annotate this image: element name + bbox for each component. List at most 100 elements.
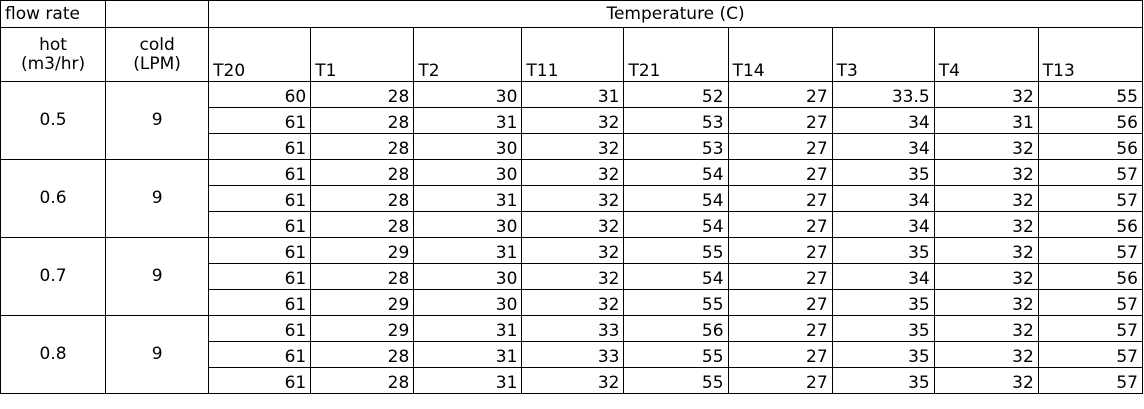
- temperature-cell: 35: [831, 367, 935, 394]
- temperature-cell: 54: [623, 263, 729, 290]
- column-header-t21: T21: [623, 27, 729, 82]
- temperature-cell: 35: [831, 341, 935, 368]
- temperature-cell: 55: [623, 237, 729, 264]
- temperature-cell: 53: [623, 107, 729, 134]
- column-header-t3: T3: [831, 27, 935, 82]
- temperature-cell: 28: [310, 107, 415, 134]
- hot-flow-cell: 0.5: [0, 81, 107, 160]
- temperature-cell: 34: [831, 211, 935, 238]
- temperature-cell: 30: [413, 289, 523, 316]
- temperature-cell: 61: [208, 237, 312, 264]
- temperature-cell: 31: [413, 185, 523, 212]
- temperature-cell: 27: [727, 237, 833, 264]
- cold-header: cold (LPM): [105, 27, 210, 82]
- column-header-t4: T4: [933, 27, 1039, 82]
- temperature-cell: 56: [1037, 133, 1144, 160]
- table-row: 0.7 9 61 29 31 32 55 27 35 32 57: [0, 237, 1144, 316]
- temperature-cell: 61: [208, 341, 312, 368]
- temperature-cell: 27: [727, 367, 833, 394]
- temperature-cell: 28: [310, 263, 415, 290]
- temperature-cell: 33: [521, 315, 625, 342]
- temperature-cell: 61: [208, 185, 312, 212]
- temperature-cell: 32: [933, 185, 1039, 212]
- flow-rate-header: flow rate: [0, 0, 107, 28]
- temperature-cell: 28: [310, 133, 415, 160]
- column-header-t13: T13: [1037, 27, 1144, 82]
- temperature-cell: 34: [831, 185, 935, 212]
- temperature-cell: 28: [310, 367, 415, 394]
- temperature-cell: 27: [727, 133, 833, 160]
- temperature-cell: 34: [831, 263, 935, 290]
- temperature-cell: 30: [413, 211, 523, 238]
- temperature-cell: 35: [831, 159, 935, 186]
- temperature-cell: 57: [1037, 185, 1144, 212]
- temperature-cell: 57: [1037, 367, 1144, 394]
- temperature-cell: 27: [727, 159, 833, 186]
- temperature-cell: 27: [727, 263, 833, 290]
- temperature-cell: 32: [521, 237, 625, 264]
- temperature-cell: 54: [623, 211, 729, 238]
- temperature-cell: 32: [933, 237, 1039, 264]
- cold-flow-cell: 9: [105, 315, 210, 394]
- cold-flow-cell: 9: [105, 159, 210, 238]
- temperature-cell: 32: [933, 159, 1039, 186]
- temperature-cell: 55: [623, 289, 729, 316]
- temperature-cell: 28: [310, 341, 415, 368]
- temperature-cell: 32: [521, 185, 625, 212]
- temperature-cell: 57: [1037, 341, 1144, 368]
- temperature-cell: 27: [727, 315, 833, 342]
- temperature-cell: 56: [1037, 211, 1144, 238]
- temperature-cell: 32: [933, 211, 1039, 238]
- table-row: 0.8 9 61 29 31 33 56 27 35 32 57: [0, 315, 1144, 394]
- temperature-cell: 56: [1037, 107, 1144, 134]
- temperature-cell: 27: [727, 289, 833, 316]
- temperature-cell: 61: [208, 263, 312, 290]
- temperature-cell: 33: [521, 341, 625, 368]
- temperature-cell: 61: [208, 367, 312, 394]
- temperature-cell: 32: [521, 211, 625, 238]
- temperature-cell: 54: [623, 185, 729, 212]
- column-header-t11: T11: [521, 27, 625, 82]
- cold-flow-cell: 9: [105, 237, 210, 316]
- temperature-cell: 28: [310, 185, 415, 212]
- temperature-cell: 28: [310, 81, 415, 108]
- temperature-cell: 56: [623, 315, 729, 342]
- temperature-cell: 34: [831, 107, 935, 134]
- cold-flow-cell: 9: [105, 81, 210, 160]
- temperature-cell: 32: [521, 289, 625, 316]
- temperature-cell: 27: [727, 211, 833, 238]
- temperature-table: flow rate Temperature (C) hot (m3/hr) col…: [0, 0, 1144, 394]
- temperature-cell: 55: [1037, 81, 1144, 108]
- temperature-cell: 31: [933, 107, 1039, 134]
- hot-flow-cell: 0.8: [0, 315, 107, 394]
- temperature-cell: 55: [623, 367, 729, 394]
- temperature-cell: 32: [521, 263, 625, 290]
- temperature-cell: 27: [727, 81, 833, 108]
- temperature-cell: 32: [933, 133, 1039, 160]
- table-row: 61 28 30 32 54 27 34 32 56: [1, 211, 1144, 238]
- table-row: 61 28 30 32 53 27 34 32 56: [1, 133, 1144, 160]
- temperature-cell: 57: [1037, 289, 1144, 316]
- temperature-cell: 56: [1037, 263, 1144, 290]
- temperature-cell: 61: [208, 133, 312, 160]
- temperature-cell: 32: [521, 107, 625, 134]
- temperature-cell: 32: [933, 367, 1039, 394]
- temperature-cell: 55: [623, 341, 729, 368]
- temperature-cell: 57: [1037, 315, 1144, 342]
- temperature-cell: 32: [933, 81, 1039, 108]
- temperature-cell: 57: [1037, 159, 1144, 186]
- temperature-cell: 31: [413, 367, 523, 394]
- temperature-cell: 28: [310, 211, 415, 238]
- temperature-cell: 30: [413, 263, 523, 290]
- column-header-t20: T20: [208, 27, 312, 82]
- temperature-cell: 30: [413, 133, 523, 160]
- header-row-columns: hot (m3/hr) cold (LPM) T20 T1 T2 T11 T21 T…: [0, 27, 1144, 82]
- table-row: 61 28 31 32 54 27 34 32 57: [1, 185, 1144, 212]
- temperature-cell: 35: [831, 315, 935, 342]
- table-row: 0.5 9 60 28 30 31 52 27 33.5 32 55: [0, 81, 1144, 160]
- temperature-cell: 54: [623, 159, 729, 186]
- table-row: 0.6 9 61 28 30 32 54 27 35 32 57: [0, 159, 1144, 238]
- table-row: 61 28 31 33 55 27 35 32 57: [1, 341, 1144, 368]
- temperature-cell: 32: [933, 263, 1039, 290]
- header-row-top: flow rate Temperature (C): [0, 0, 1143, 28]
